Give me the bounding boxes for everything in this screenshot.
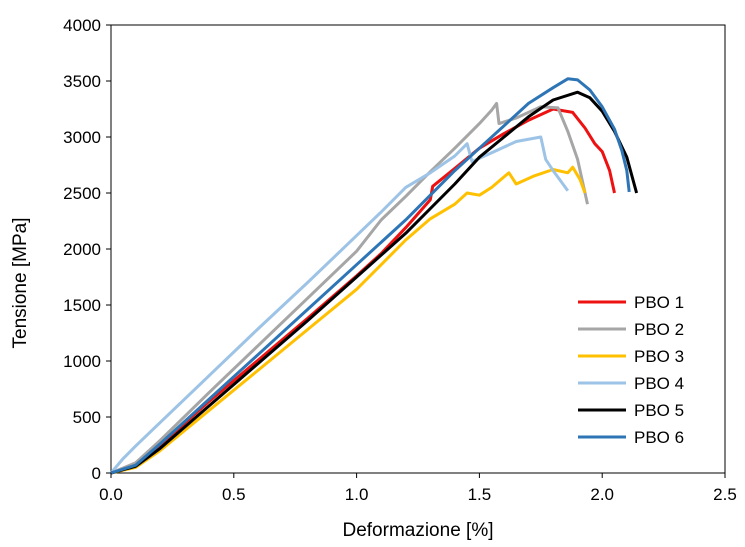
y-tick-label: 1500	[63, 296, 101, 315]
y-tick-label: 3500	[63, 72, 101, 91]
legend-label: PBO 4	[634, 374, 684, 393]
y-tick-label: 2000	[63, 240, 101, 259]
y-tick-labels: 0 500 1000 1500 2000 2500 3000 3500 4000	[63, 16, 101, 483]
x-tick-label: 2.0	[590, 485, 614, 504]
legend-label: PBO 3	[634, 347, 684, 366]
x-axis-title: Deformazione [%]	[342, 520, 493, 541]
y-tick-label: 2500	[63, 184, 101, 203]
x-tick-labels: 0.0 0.5 1.0 1.5 2.0 2.5	[99, 485, 737, 504]
legend-label: PBO 1	[634, 293, 684, 312]
legend-label: PBO 2	[634, 320, 684, 339]
x-tick-label: 1.5	[468, 485, 492, 504]
y-tick-label: 1000	[63, 352, 101, 371]
x-tick-label: 2.5	[713, 485, 737, 504]
x-tick-label: 1.0	[345, 485, 369, 504]
y-tick-label: 4000	[63, 16, 101, 35]
y-tick-label: 500	[73, 408, 101, 427]
y-tick-label: 3000	[63, 128, 101, 147]
x-tick-label: 0.5	[222, 485, 246, 504]
y-axis-title: Tensione [MPa]	[10, 218, 31, 349]
x-tick-label: 0.0	[99, 485, 123, 504]
legend-label: PBO 6	[634, 428, 684, 447]
y-tick-label: 0	[92, 464, 101, 483]
legend-label: PBO 5	[634, 401, 684, 420]
